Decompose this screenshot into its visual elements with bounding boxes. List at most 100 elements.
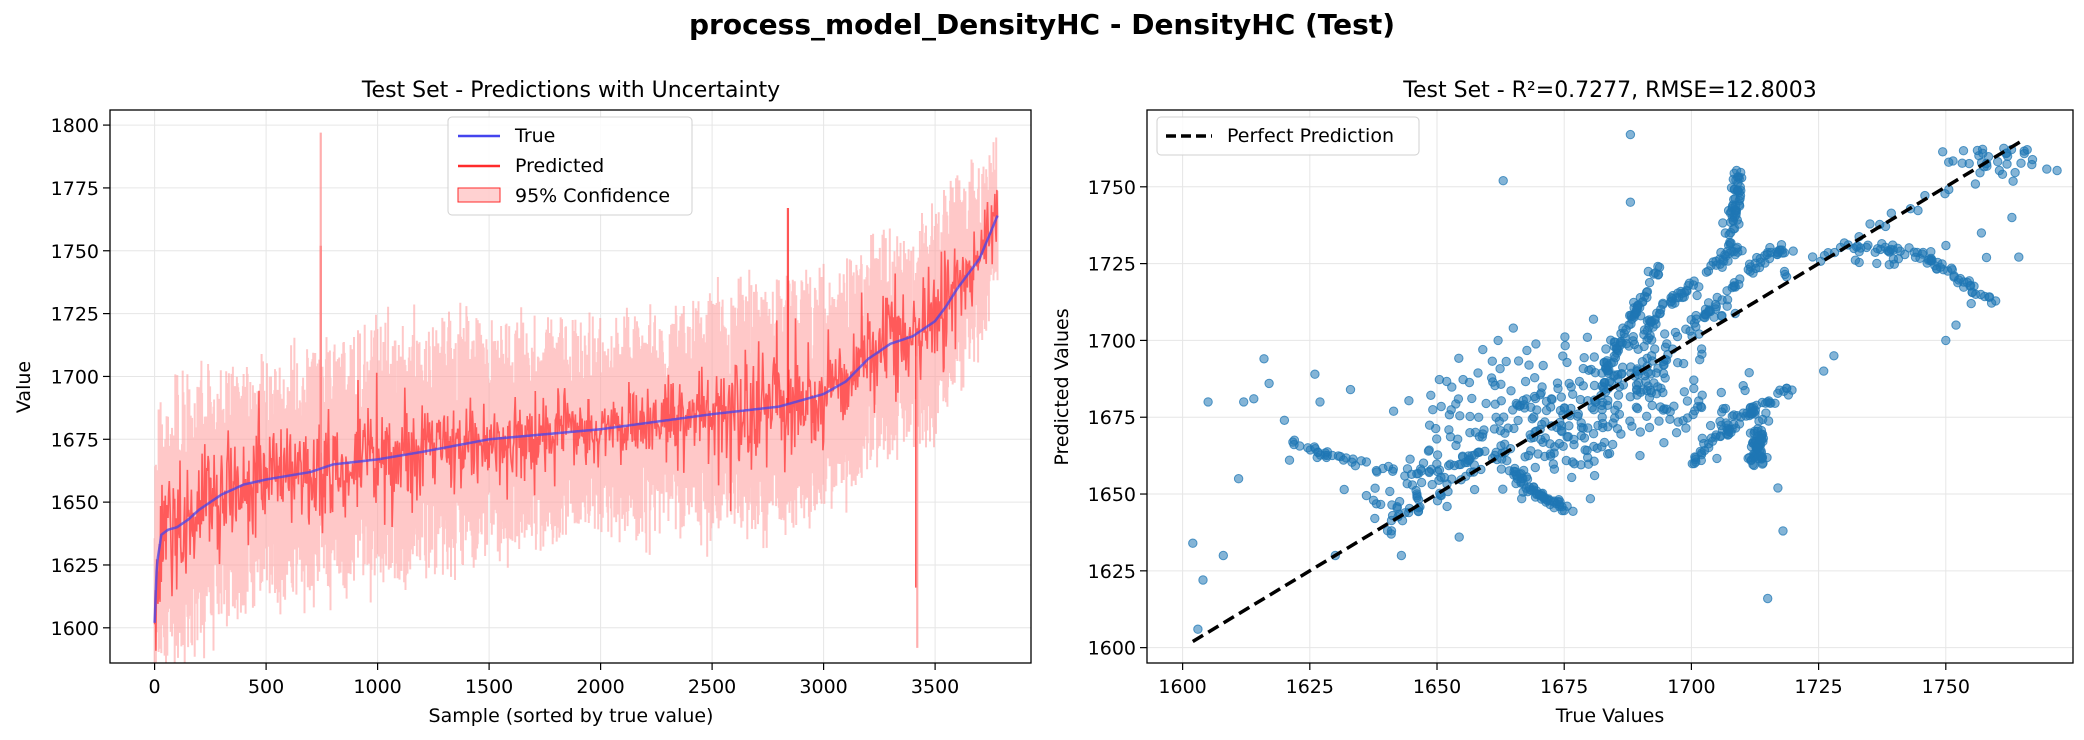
predictions-ytick-label-4: 1700: [51, 366, 99, 388]
scatter-point-229: [1514, 401, 1525, 411]
predictions-ytick-label-1: 1625: [51, 555, 99, 577]
scatter-ytick-label-6: 1750: [1088, 177, 1136, 199]
scatter-point-1056: [1516, 476, 1526, 486]
scatter-point-425: [1688, 409, 1698, 420]
scatter-point-239: [1560, 341, 1570, 351]
scatter-ytick-label-1: 1625: [1088, 561, 1136, 583]
scatter-point-820: [1915, 253, 1925, 263]
scatter-point-200: [1465, 411, 1475, 422]
scatter-point-438: [1720, 403, 1731, 414]
scatter-point-5: [1481, 398, 1491, 409]
scatter-point-874: [1416, 466, 1427, 476]
predictions-ytick-label-6: 1750: [51, 241, 99, 263]
scatter-point-285: [1625, 392, 1636, 402]
legend-confidence-swatch: [457, 187, 501, 203]
scatter-point-374: [1454, 532, 1464, 542]
scatter-point-480: [1672, 331, 1683, 342]
scatter-point-172: [1404, 396, 1414, 406]
scatter-point-927: [1731, 165, 1742, 176]
scatter-point-97: [1647, 400, 1657, 411]
scatter-point-389: [1938, 147, 1948, 157]
scatter-point-698: [1691, 314, 1702, 324]
scatter-point-1093: [1478, 344, 1488, 355]
scatter-point-376: [2016, 158, 2026, 168]
scatter-point-640: [1642, 286, 1653, 297]
predictions-ytick-label-5: 1725: [51, 304, 99, 326]
scatter-point-486: [1865, 219, 1875, 229]
predictions-legend: True Predicted 95% Confidence: [447, 116, 693, 216]
scatter-point-811: [1872, 244, 1883, 254]
scatter-point-213: [1603, 422, 1613, 432]
predictions-panel: Test Set - Predictions with Uncertainty …: [13, 78, 1032, 727]
scatter-point-289: [1589, 352, 1600, 362]
scatter-point-186: [1569, 434, 1579, 445]
predictions-xtick-label-0: 0: [149, 676, 161, 698]
scatter-point-228: [1616, 429, 1626, 439]
predictions-legend-box: [447, 116, 693, 216]
scatter-point-214: [1495, 426, 1506, 436]
scatter-point-16: [1567, 472, 1577, 483]
scatter-point-563: [1701, 267, 1712, 277]
scatter-point-197: [1589, 456, 1599, 466]
scatter-point-1085: [1966, 298, 1976, 309]
scatter-point-156: [1547, 394, 1557, 405]
scatter-point-220: [1496, 379, 1506, 389]
scatter-point-180: [1582, 445, 1592, 456]
scatter-point-100: [1465, 428, 1475, 438]
scatter-point-88: [1428, 405, 1438, 415]
scatter-point-135: [1654, 416, 1664, 426]
scatter-xtick-label-2: 1650: [1413, 676, 1461, 698]
scatter-point-436: [1705, 420, 1716, 431]
scatter-point-864: [1388, 466, 1398, 476]
predictions-xtick-label-4: 2000: [576, 676, 624, 698]
scatter-point-216: [1540, 433, 1551, 443]
scatter-point-141: [1530, 373, 1540, 383]
scatter-legend: Perfect Prediction: [1156, 116, 1420, 156]
scatter-point-194: [1545, 402, 1556, 412]
scatter-x-axis-label: True Values: [1555, 705, 1664, 727]
scatter-point-339: [1416, 477, 1427, 488]
scatter-point-60: [1588, 429, 1599, 439]
scatter-point-892: [1711, 256, 1721, 266]
scatter-legend-box: [1156, 116, 1420, 156]
predictions-marks: [153, 132, 999, 663]
scatter-point-397: [1972, 145, 1983, 156]
scatter-point-250: [1679, 387, 1690, 397]
scatter-point-427: [1738, 381, 1748, 391]
scatter-point-221: [1564, 378, 1574, 389]
scatter-point-998: [1755, 434, 1765, 444]
scatter-point-367: [1387, 500, 1397, 510]
scatter-point-510: [1886, 208, 1897, 218]
scatter-point-412: [1744, 368, 1754, 378]
scatter-point-12: [1659, 438, 1669, 448]
scatter-point-880: [1424, 466, 1434, 476]
predictions-ytick-label-3: 1675: [51, 429, 99, 451]
scatter-point-223: [1495, 364, 1505, 374]
scatter-point-498: [1637, 357, 1648, 367]
scatter-point-175: [1625, 416, 1635, 426]
scatter-point-793: [1986, 298, 1997, 308]
scatter-point-1063: [1203, 397, 1213, 407]
scatter-marks: [1188, 129, 2062, 643]
scatter-y-axis-label: Predicted Values: [1051, 308, 1073, 465]
scatter-point-839: [1402, 464, 1413, 474]
true-line: [153, 215, 999, 623]
predictions-x-axis-label: Sample (sorted by true value): [429, 705, 714, 727]
predictions-y-axis-label: Value: [13, 361, 35, 413]
scatter-point-183: [1604, 448, 1615, 459]
scatter-point-626: [1644, 277, 1655, 288]
scatter-point-691: [1711, 304, 1721, 314]
scatter-point-70: [1474, 412, 1484, 422]
scatter-point-877: [1432, 459, 1442, 469]
scatter-point-399: [2008, 176, 2018, 186]
scatter-point-138: [1530, 462, 1541, 473]
scatter-point-1084: [1951, 320, 1961, 330]
scatter-point-207: [1496, 464, 1507, 474]
scatter-point-876: [1469, 460, 1480, 470]
scatter-point-130: [1522, 345, 1532, 356]
scatter-point-125: [1556, 392, 1567, 402]
scatter-point-580: [1642, 316, 1653, 326]
scatter-point-1092: [1493, 335, 1503, 346]
scatter-point-1065: [1218, 550, 1229, 561]
scatter-point-224: [1671, 428, 1682, 438]
